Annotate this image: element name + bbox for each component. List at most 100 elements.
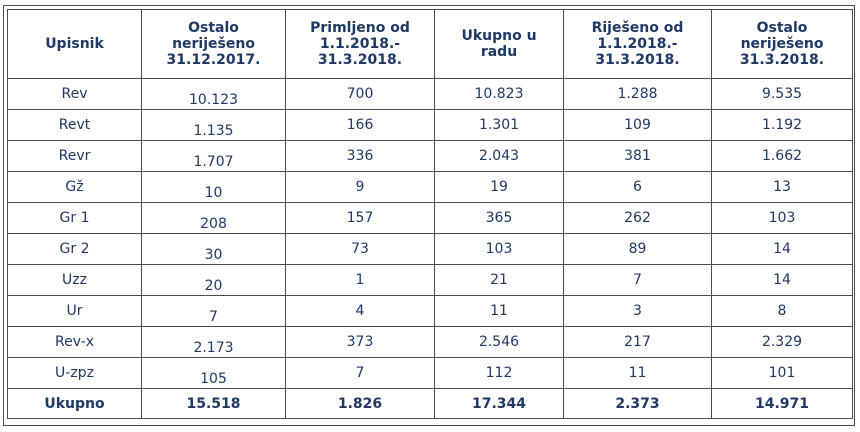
cell-value: 208	[200, 216, 227, 232]
header-cell-received: Primljeno od 1.1.2018.- 31.3.2018.	[285, 9, 435, 79]
total-resolved: 2.373	[563, 388, 712, 419]
table-row: Gž 10 9 19 6 13	[7, 171, 853, 203]
cell-value: 1.707	[193, 154, 234, 170]
total-row: Ukupno 15.518 1.826 17.344 2.373 14.971	[7, 388, 853, 419]
cell-pending-end: 1.192	[711, 109, 853, 141]
cell-pending-end: 8	[711, 295, 853, 327]
table-row: U-zpz 105 7 112 11 101	[7, 357, 853, 389]
cell-value: 20	[204, 278, 223, 294]
table-row: Revt 1.135 166 1.301 109 1.192	[7, 109, 853, 141]
total-received: 1.826	[285, 388, 435, 419]
cell-upisnik: Uzz	[7, 264, 142, 296]
header-cell-total-in-work: Ukupno u radu	[434, 9, 564, 79]
cell-received: 336	[285, 140, 435, 172]
cell-total-in-work: 21	[434, 264, 564, 296]
case-statistics-table: Upisnik Ostalo neriješeno 31.12.2017. Prim…	[7, 9, 853, 419]
cell-pending-end: 101	[711, 357, 853, 389]
cell-value: 2.173	[193, 340, 234, 356]
cell-upisnik: Rev-x	[7, 326, 142, 358]
table-row: Rev 10.123 700 10.823 1.288 9.535	[7, 78, 853, 110]
cell-resolved: 89	[563, 233, 712, 265]
table-frame	[3, 5, 855, 426]
table-row: Uzz 20 1 21 7 14	[7, 264, 853, 296]
header-cell-upisnik: Upisnik	[7, 9, 142, 79]
cell-upisnik: Revt	[7, 109, 142, 141]
cell-received: 373	[285, 326, 435, 358]
cell-total-in-work: 1.301	[434, 109, 564, 141]
cell-pending-start: 10	[141, 171, 286, 203]
table-row: Gr 1 208 157 365 262 103	[7, 202, 853, 234]
cell-pending-end: 14	[711, 233, 853, 265]
cell-pending-start: 1.135	[141, 109, 286, 141]
total-label: Ukupno	[7, 388, 142, 419]
cell-pending-start: 2.173	[141, 326, 286, 358]
cell-total-in-work: 112	[434, 357, 564, 389]
cell-total-in-work: 19	[434, 171, 564, 203]
header-cell-pending-start: Ostalo neriješeno 31.12.2017.	[141, 9, 286, 79]
cell-resolved: 262	[563, 202, 712, 234]
header-label: Ostalo neriješeno 31.12.2017.	[166, 20, 261, 68]
cell-resolved: 7	[563, 264, 712, 296]
cell-pending-end: 1.662	[711, 140, 853, 172]
cell-resolved: 11	[563, 357, 712, 389]
cell-resolved: 381	[563, 140, 712, 172]
header-label: Upisnik	[45, 36, 104, 52]
header-label: Riješeno od 1.1.2018.- 31.3.2018.	[591, 20, 684, 68]
cell-pending-end: 14	[711, 264, 853, 296]
cell-pending-start: 1.707	[141, 140, 286, 172]
cell-resolved: 217	[563, 326, 712, 358]
cell-total-in-work: 103	[434, 233, 564, 265]
cell-value: 7	[209, 309, 218, 325]
cell-received: 9	[285, 171, 435, 203]
header-cell-pending-end: Ostalo neriješeno 31.3.2018.	[711, 9, 853, 79]
cell-total-in-work: 11	[434, 295, 564, 327]
cell-upisnik: Gž	[7, 171, 142, 203]
cell-value: 1.135	[193, 123, 234, 139]
total-pending-end: 14.971	[711, 388, 853, 419]
cell-received: 166	[285, 109, 435, 141]
header-cell-resolved: Riješeno od 1.1.2018.- 31.3.2018.	[563, 9, 712, 79]
cell-total-in-work: 2.043	[434, 140, 564, 172]
total-pending-start: 15.518	[141, 388, 286, 419]
table-row: Gr 2 30 73 103 89 14	[7, 233, 853, 265]
cell-total-in-work: 2.546	[434, 326, 564, 358]
cell-pending-start: 208	[141, 202, 286, 234]
table-row: Ur 7 4 11 3 8	[7, 295, 853, 327]
cell-resolved: 109	[563, 109, 712, 141]
cell-pending-end: 2.329	[711, 326, 853, 358]
cell-resolved: 6	[563, 171, 712, 203]
cell-pending-start: 7	[141, 295, 286, 327]
header-label: Primljeno od 1.1.2018.- 31.3.2018.	[310, 20, 410, 68]
cell-value: 30	[204, 247, 223, 263]
header-label: Ukupno u radu	[461, 28, 537, 60]
cell-resolved: 3	[563, 295, 712, 327]
header-label: Ostalo neriješeno 31.3.2018.	[739, 20, 825, 68]
cell-received: 73	[285, 233, 435, 265]
cell-pending-start: 105	[141, 357, 286, 389]
cell-upisnik: Ur	[7, 295, 142, 327]
cell-received: 700	[285, 78, 435, 110]
header-row: Upisnik Ostalo neriješeno 31.12.2017. Prim…	[7, 9, 853, 79]
cell-upisnik: Rev	[7, 78, 142, 110]
cell-value: 105	[200, 371, 227, 387]
cell-total-in-work: 365	[434, 202, 564, 234]
cell-pending-start: 20	[141, 264, 286, 296]
cell-upisnik: Gr 1	[7, 202, 142, 234]
cell-received: 1	[285, 264, 435, 296]
cell-upisnik: Revr	[7, 140, 142, 172]
table-row: Revr 1.707 336 2.043 381 1.662	[7, 140, 853, 172]
cell-total-in-work: 10.823	[434, 78, 564, 110]
cell-upisnik: U-zpz	[7, 357, 142, 389]
cell-received: 157	[285, 202, 435, 234]
table-row: Rev-x 2.173 373 2.546 217 2.329	[7, 326, 853, 358]
cell-value: 10.123	[189, 92, 238, 108]
cell-value: 10	[204, 185, 223, 201]
cell-pending-end: 103	[711, 202, 853, 234]
cell-pending-start: 10.123	[141, 78, 286, 110]
cell-pending-end: 13	[711, 171, 853, 203]
cell-upisnik: Gr 2	[7, 233, 142, 265]
cell-received: 4	[285, 295, 435, 327]
cell-resolved: 1.288	[563, 78, 712, 110]
cell-pending-end: 9.535	[711, 78, 853, 110]
table-body: Rev 10.123 700 10.823 1.288 9.535 Revt 1…	[7, 78, 853, 419]
